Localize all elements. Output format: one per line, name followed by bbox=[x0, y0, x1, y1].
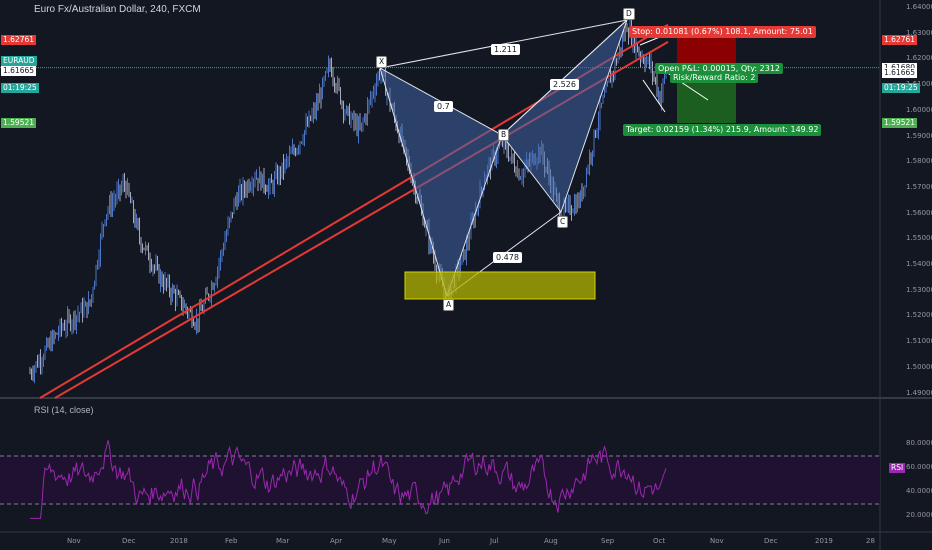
stop-info: Stop: 0.01081 (0.67%) 108.1, Amount: 75.… bbox=[629, 26, 816, 38]
price-tick-label: 1.49000 bbox=[906, 388, 932, 397]
pattern-point-a: A bbox=[443, 299, 455, 311]
pattern-point-x: X bbox=[376, 56, 388, 68]
right-price-tag: 1.62761 bbox=[882, 34, 918, 45]
price-tick-label: 1.56000 bbox=[906, 208, 932, 217]
date-tick-label: Jul bbox=[490, 537, 499, 545]
date-tick-label: Aug bbox=[544, 537, 558, 545]
price-tick-label: 1.62000 bbox=[906, 54, 932, 63]
rsi-tick-label: 80.0000 bbox=[906, 439, 932, 447]
price-tick-label: 1.55000 bbox=[906, 234, 932, 243]
left-price-tag: 1.59521 bbox=[1, 118, 37, 129]
date-tick-label: Dec bbox=[122, 537, 136, 545]
price-tick-label: 1.53000 bbox=[906, 285, 932, 294]
right-countdown-tag: 01:19:25 bbox=[882, 83, 920, 94]
date-tick-label: 2019 bbox=[815, 537, 833, 545]
rsi-title: RSI (14, close) bbox=[34, 405, 94, 415]
countdown-tag: 01:19:25 bbox=[1, 83, 39, 94]
date-tick-label: 28 bbox=[866, 537, 875, 545]
right-price-tag: 1.61680 bbox=[882, 62, 918, 73]
rsi-band bbox=[0, 456, 880, 504]
date-tick-label: Nov bbox=[710, 537, 724, 545]
price-tick-label: 1.63000 bbox=[906, 28, 932, 37]
risk-reward-info: Risk/Reward Ratio: 2 bbox=[670, 72, 759, 83]
rsi-tick-label: 60.0000 bbox=[906, 463, 932, 471]
rsi-line bbox=[30, 440, 667, 519]
date-tick-label: Nov bbox=[67, 537, 81, 545]
rsi-value-tag: RSI bbox=[889, 463, 906, 473]
rsi-tick-label: 40.0000 bbox=[906, 487, 932, 495]
price-tick-label: 1.58000 bbox=[906, 157, 932, 166]
price-tick-label: 1.64000 bbox=[906, 3, 932, 11]
price-tick-label: 1.52000 bbox=[906, 311, 932, 320]
right-price-tag: 1.59521 bbox=[882, 118, 918, 129]
pattern-bd bbox=[501, 19, 628, 136]
ratio-xad: 1.211 bbox=[491, 44, 520, 55]
open-pnl-info: Open P&L: 0.00015, Qty: 2312 bbox=[655, 63, 784, 74]
target-info: Target: 0.02159 (1.34%) 215.9, Amount: 1… bbox=[623, 124, 822, 136]
symbol-tag: EURAUD bbox=[1, 55, 37, 66]
ratio-xab: 0.7 bbox=[434, 101, 453, 112]
pattern-point-d: D bbox=[623, 8, 635, 20]
date-tick-label: Sep bbox=[601, 537, 615, 545]
price-tick-label: 1.51000 bbox=[906, 337, 932, 346]
pattern-point-c: C bbox=[557, 216, 569, 228]
right-price-tag: 1.61665 bbox=[882, 68, 918, 79]
left-price-tag: 1.61665 bbox=[1, 65, 37, 76]
date-tick-label: Dec bbox=[764, 537, 778, 545]
price-tick-label: 1.60000 bbox=[906, 105, 932, 114]
date-tick-label: Mar bbox=[276, 537, 290, 545]
price-tick-label: 1.59000 bbox=[906, 131, 932, 140]
price-tick-label: 1.50000 bbox=[906, 362, 932, 371]
left-price-tag: 1.62761 bbox=[1, 34, 37, 45]
rsi-tick-label: 20.0000 bbox=[906, 511, 932, 519]
ratio-bcd: 2.526 bbox=[550, 79, 579, 90]
date-tick-label: Feb bbox=[225, 537, 238, 545]
date-tick-label: May bbox=[382, 537, 397, 545]
target-zone bbox=[404, 271, 596, 300]
pattern-point-b: B bbox=[498, 129, 510, 141]
date-tick-label: Apr bbox=[330, 537, 343, 545]
price-tick-label: 1.54000 bbox=[906, 260, 932, 268]
date-tick-label: 2018 bbox=[170, 537, 188, 545]
ratio-abc: 0.478 bbox=[493, 252, 522, 263]
price-tick-label: 1.57000 bbox=[906, 182, 932, 191]
chart-title: Euro Fx/Australian Dollar, 240, FXCM bbox=[34, 4, 201, 15]
date-tick-label: Jun bbox=[439, 537, 450, 545]
date-tick-label: Oct bbox=[653, 537, 666, 545]
target-line bbox=[642, 79, 666, 113]
